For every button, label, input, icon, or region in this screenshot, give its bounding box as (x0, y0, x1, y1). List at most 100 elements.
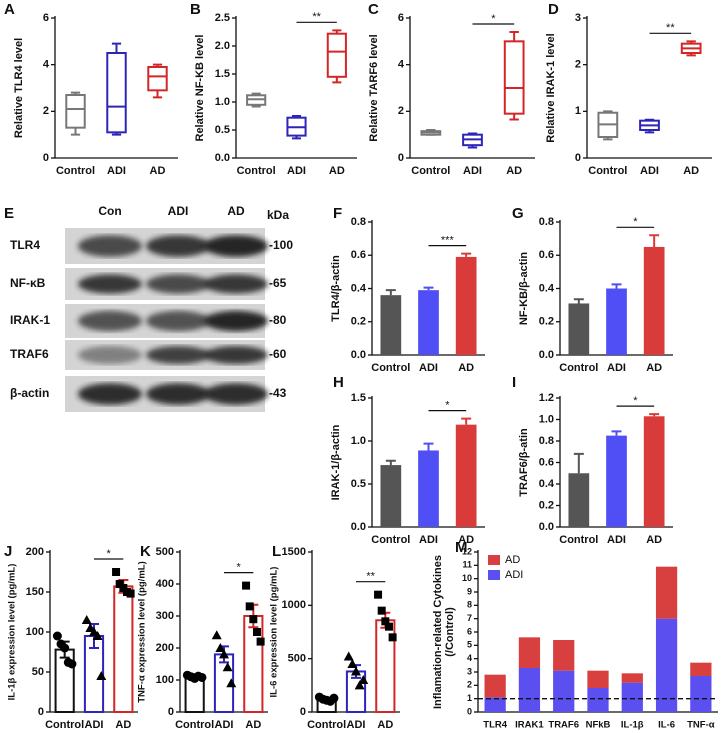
point (242, 581, 251, 590)
point (215, 643, 226, 652)
panel-label: E (4, 205, 14, 222)
y-tick-label: 0.2 (539, 316, 554, 328)
blot-band (204, 235, 268, 257)
x-tick-label: AD (458, 362, 474, 374)
y-tick-label: 2 (575, 59, 581, 71)
x-tick-label: ADI (640, 165, 659, 177)
x-tick-label: Control (411, 165, 450, 177)
significance-label: * (633, 395, 638, 407)
y-axis-label: TRAF6/β-atin (518, 428, 530, 497)
y-tick-label: 1.0 (351, 435, 366, 447)
y-tick-label: 0.0 (351, 521, 366, 533)
protein-label: IRAK-1 (10, 313, 50, 327)
x-tick-label: AD (329, 165, 345, 177)
point (377, 606, 386, 615)
x-tick-label: AD (245, 719, 261, 731)
bar-segment (621, 682, 643, 712)
y-tick-label: 0.0 (351, 349, 366, 361)
significance-label: * (491, 13, 496, 25)
error-bar (423, 442, 434, 451)
whisker-max (509, 31, 519, 42)
point (374, 590, 383, 599)
error-bar (611, 430, 622, 436)
y-axis-label: IL-6 expression level (pg/mL) (269, 567, 280, 698)
blot-band (78, 235, 142, 257)
y-tick-label: 150 (26, 586, 44, 598)
point (112, 568, 121, 576)
blot-band (78, 383, 142, 405)
y-axis-label: IL-1β expression level (pg/mL) (7, 564, 18, 701)
y-tick-label: 4 (43, 59, 50, 71)
y-tick-label: 3 (575, 12, 581, 24)
bar (418, 290, 439, 355)
y-tick-label: 6 (43, 12, 49, 24)
legend-label: AD (505, 554, 520, 566)
point (252, 628, 261, 636)
point (81, 615, 92, 624)
y-axis-label: TLR4/β-actin (330, 255, 342, 322)
x-tick-label: Control (559, 362, 598, 374)
y-tick-label: 200 (26, 546, 44, 558)
point (358, 675, 369, 684)
bar-segment (690, 662, 712, 676)
x-tick-label: ADI (215, 719, 234, 731)
blot-band (78, 274, 142, 294)
box (326, 32, 347, 78)
y-tick-label: 1.0 (215, 96, 230, 108)
panel-label: J (4, 543, 12, 560)
y-tick-label: 11 (462, 560, 472, 570)
bar (455, 424, 477, 527)
point (354, 680, 365, 690)
blot-band (204, 274, 268, 294)
bar-segment (518, 668, 541, 712)
x-tick-label: ADI (85, 719, 104, 731)
y-tick-label: 0.0 (215, 152, 230, 164)
x-tick-label: ADI (347, 719, 366, 731)
panel-label: D (548, 1, 559, 18)
y-tick-label: 6 (467, 626, 472, 636)
y-tick-label: 0.0 (539, 349, 554, 361)
protein-label: β-actin (10, 386, 49, 400)
bar (380, 465, 402, 527)
x-tick-label: Control (371, 362, 410, 374)
size-label: -60 (269, 347, 287, 361)
error-bar (649, 234, 660, 247)
bar (606, 288, 627, 355)
bar-segment (587, 670, 609, 688)
y-tick-label: 1.5 (215, 68, 230, 80)
y-tick-label: 0 (38, 706, 44, 718)
box (65, 94, 86, 129)
blot-band (204, 383, 268, 405)
x-tick-label: ADI (463, 165, 482, 177)
blot-band (146, 310, 210, 332)
blot-band (146, 346, 210, 364)
protein-label: NF-κB (10, 276, 46, 290)
error-bar (611, 283, 622, 289)
error-bar (649, 413, 660, 417)
x-tick-label: AD (646, 534, 662, 546)
x-tick-label: IL-1β (621, 720, 644, 731)
x-tick-label: ADI (419, 362, 438, 374)
significance-label: ** (666, 22, 675, 34)
point (52, 631, 62, 641)
x-tick-label: Control (56, 165, 95, 177)
bar-segment (690, 676, 712, 712)
y-tick-label: 3 (467, 666, 472, 676)
error-bar (385, 459, 396, 466)
y-tick-label: 1 (467, 693, 472, 703)
x-tick-label: AD (683, 165, 699, 177)
bar-segment (484, 697, 506, 712)
y-tick-label: 0.4 (539, 478, 555, 490)
significance-label: * (237, 562, 242, 574)
y-tick-label: 100 (156, 674, 174, 686)
bar-segment (553, 640, 575, 671)
y-tick-label: 9 (467, 586, 472, 596)
panel-label: M (455, 539, 468, 556)
unit-label: kDa (267, 208, 289, 222)
box (503, 40, 525, 115)
y-tick-label: 0.8 (351, 216, 366, 228)
point (245, 602, 254, 611)
bar-segment (518, 637, 541, 668)
whisker-min (70, 127, 81, 136)
